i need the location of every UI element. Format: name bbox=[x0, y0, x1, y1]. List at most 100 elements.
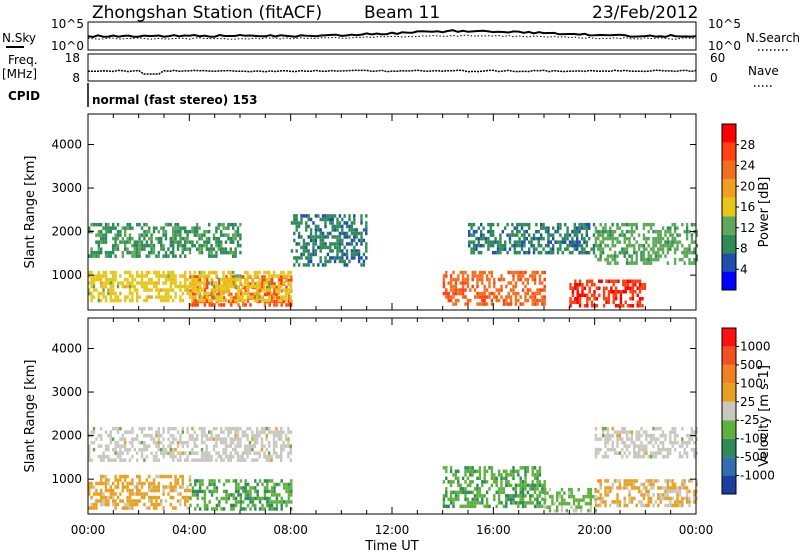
echo-cell bbox=[331, 235, 334, 239]
echo-cell bbox=[512, 274, 515, 278]
echo-cell bbox=[693, 500, 696, 504]
echo-cell bbox=[212, 284, 216, 289]
echo-cell bbox=[268, 295, 271, 299]
echo-cell bbox=[478, 291, 482, 296]
echo-cell bbox=[685, 222, 689, 227]
colorbar-tick-label: 28 bbox=[740, 138, 755, 152]
echo-cell bbox=[685, 451, 689, 455]
echo-cell bbox=[217, 277, 220, 282]
echo-cell bbox=[606, 261, 610, 265]
echo-cell bbox=[148, 495, 151, 500]
echo-cell bbox=[114, 451, 117, 455]
echo-cell bbox=[208, 247, 211, 251]
colorbar-tick-label: -100 bbox=[740, 432, 767, 446]
echo-cell bbox=[249, 303, 252, 307]
echo-cell bbox=[572, 494, 576, 499]
echo-cell bbox=[88, 458, 91, 462]
echo-cell bbox=[229, 430, 232, 434]
echo-cell bbox=[289, 284, 292, 289]
echo-cell bbox=[623, 236, 626, 241]
echo-cell bbox=[576, 236, 579, 241]
echo-cell bbox=[229, 437, 232, 441]
echo-cell bbox=[623, 222, 626, 227]
echo-cell bbox=[625, 236, 629, 241]
echo-cell bbox=[571, 236, 574, 241]
echo-cell bbox=[224, 444, 228, 448]
echo-cell bbox=[476, 483, 479, 488]
echo-cell bbox=[606, 486, 610, 490]
echo-cell bbox=[597, 247, 600, 251]
echo-cell bbox=[116, 481, 120, 486]
echo-cell bbox=[566, 233, 569, 237]
echo-cell bbox=[109, 270, 112, 275]
echo-cell bbox=[179, 233, 182, 237]
echo-cell bbox=[471, 469, 474, 474]
echo-cell bbox=[599, 486, 602, 490]
echo-cell bbox=[538, 466, 542, 470]
echo-cell bbox=[217, 437, 220, 441]
echo-cell bbox=[268, 270, 271, 275]
echo-cell bbox=[155, 254, 158, 258]
echo-cell bbox=[253, 437, 256, 441]
echo-cell bbox=[350, 256, 354, 260]
echo-cell bbox=[454, 277, 458, 282]
echo-cell bbox=[285, 303, 288, 307]
echo-cell bbox=[541, 302, 544, 306]
echo-cell bbox=[179, 288, 182, 292]
echo-cell bbox=[241, 451, 244, 455]
echo-cell bbox=[649, 482, 653, 487]
echo-cell bbox=[268, 507, 271, 511]
echo-cell bbox=[179, 451, 182, 455]
echo-cell bbox=[244, 277, 247, 282]
echo-cell bbox=[541, 490, 544, 495]
echo-cell bbox=[222, 250, 225, 255]
echo-cell bbox=[521, 466, 525, 470]
echo-cell bbox=[573, 222, 576, 227]
echo-cell bbox=[309, 238, 313, 243]
echo-cell bbox=[88, 454, 91, 459]
echo-cell bbox=[618, 482, 622, 487]
echo-cell bbox=[128, 236, 132, 241]
echo-cell bbox=[357, 249, 361, 253]
echo-cell bbox=[514, 494, 518, 498]
echo-cell bbox=[97, 499, 100, 503]
echo-cell bbox=[112, 222, 115, 227]
echo-cell bbox=[329, 249, 332, 253]
echo-cell bbox=[540, 250, 543, 255]
echo-cell bbox=[623, 444, 626, 448]
echo-cell bbox=[594, 433, 598, 438]
echo-cell bbox=[268, 277, 271, 282]
echo-cell bbox=[524, 483, 527, 488]
echo-cell bbox=[145, 433, 148, 438]
echo-cell bbox=[104, 478, 108, 482]
echo-cell bbox=[282, 288, 285, 292]
echo-cell bbox=[200, 281, 204, 285]
echo-cell bbox=[673, 489, 677, 494]
echo-cell bbox=[312, 245, 315, 250]
echo-cell bbox=[140, 240, 144, 244]
echo-cell bbox=[246, 274, 249, 278]
echo-cell bbox=[181, 481, 184, 486]
echo-cell bbox=[148, 250, 151, 255]
echo-cell bbox=[251, 284, 254, 289]
echo-cell bbox=[112, 488, 115, 493]
echo-cell bbox=[169, 454, 172, 459]
echo-cell bbox=[126, 430, 129, 434]
echo-cell bbox=[481, 501, 484, 505]
echo-cell bbox=[188, 478, 192, 482]
echo-cell bbox=[239, 281, 242, 285]
echo-cell bbox=[625, 247, 629, 251]
echo-cell bbox=[524, 469, 527, 474]
echo-cell bbox=[531, 270, 534, 275]
echo-cell bbox=[263, 288, 266, 292]
echo-cell bbox=[143, 222, 146, 227]
echo-cell bbox=[589, 491, 592, 495]
echo-cell bbox=[500, 480, 503, 484]
echo-cell bbox=[126, 247, 129, 251]
echo-cell bbox=[246, 489, 250, 494]
echo-cell bbox=[162, 229, 165, 234]
echo-cell bbox=[212, 295, 216, 299]
echo-cell bbox=[265, 270, 268, 275]
echo-cell bbox=[198, 295, 201, 299]
echo-cell bbox=[488, 281, 491, 285]
